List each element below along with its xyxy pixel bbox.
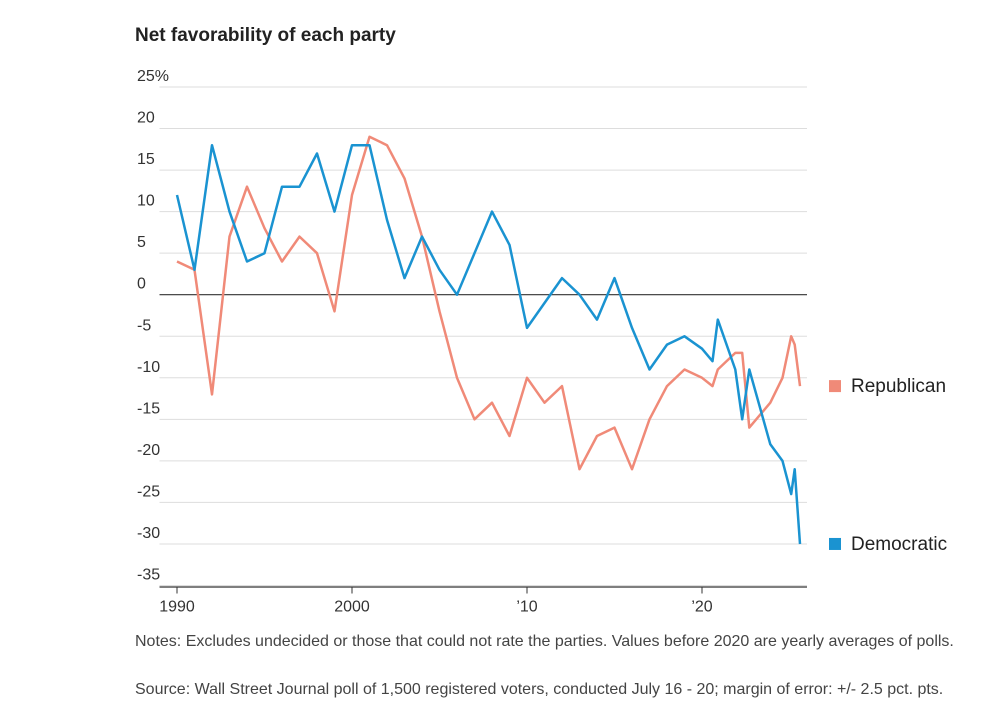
- legend-swatch: [829, 537, 841, 550]
- x-tick-label: 2000: [334, 599, 370, 616]
- y-tick-label: -20: [137, 442, 160, 459]
- chart-title: Net favorability of each party: [135, 25, 396, 46]
- y-tick-label: 20: [137, 110, 155, 127]
- series-line: [176, 135, 802, 471]
- y-tick-label: -25: [137, 483, 160, 500]
- x-tick-label: ’20: [691, 599, 712, 616]
- x-tick-label: ’10: [516, 599, 537, 616]
- y-tick-label: -30: [137, 525, 160, 542]
- y-tick-label: -10: [137, 359, 160, 376]
- y-tick-label: -35: [137, 567, 160, 584]
- y-tick-label: -5: [137, 317, 151, 334]
- source: Source: Wall Street Journal poll of 1,50…: [135, 681, 944, 698]
- notes: Notes: Excludes undecided or those that …: [135, 633, 954, 650]
- legend-label: Republican: [851, 376, 946, 397]
- y-tick-label: 15: [137, 151, 155, 168]
- y-tick-label: -15: [137, 400, 160, 417]
- y-tick-label: 10: [137, 193, 155, 210]
- y-tick-label: 5: [137, 234, 146, 251]
- legend-swatch: [829, 380, 841, 393]
- y-tick-label: 0: [137, 276, 146, 293]
- y-tick-label: 25%: [137, 68, 169, 85]
- series-line: [175, 143, 802, 545]
- chart: Net favorability of each party -35 -30 -25…: [135, 25, 947, 616]
- x-tick-label: 1990: [159, 599, 195, 616]
- legend-label: Democratic: [851, 534, 947, 555]
